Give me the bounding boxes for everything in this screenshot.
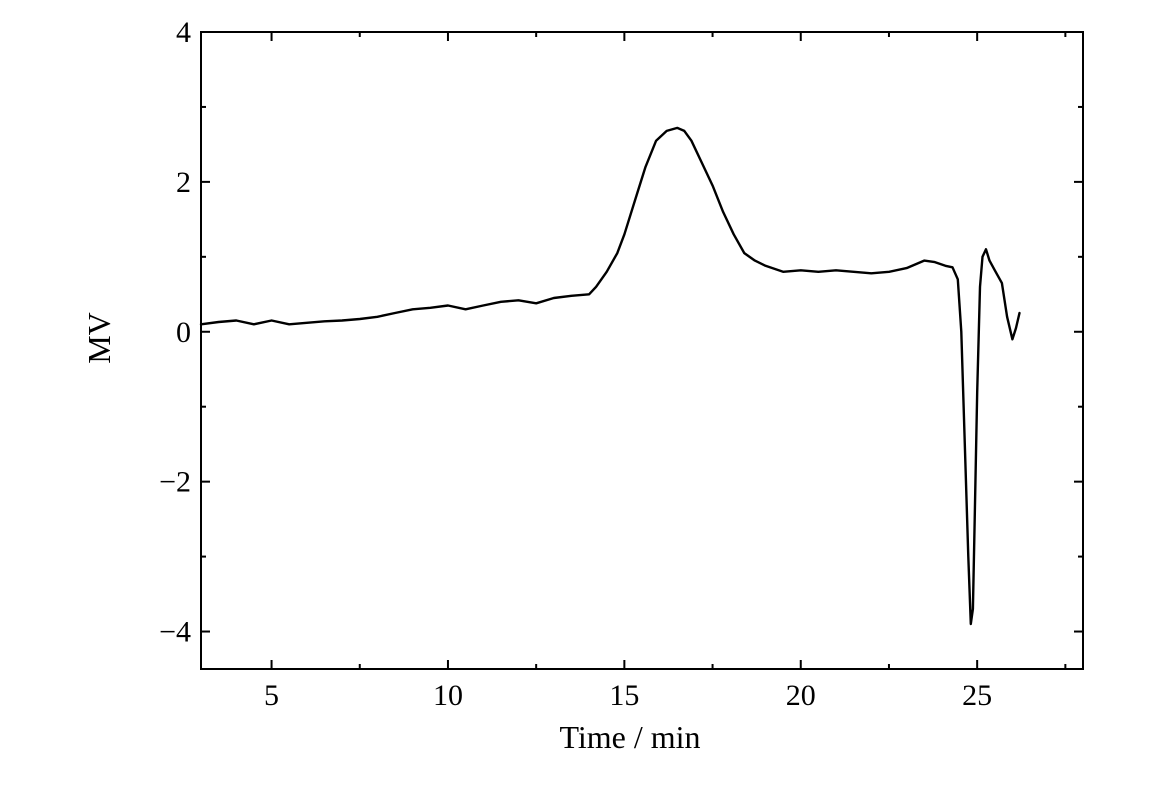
y-axis: 4 2 0 −2 −4 (159, 16, 1083, 649)
x-tick-label: 20 (786, 679, 816, 712)
x-tick-label: 15 (609, 679, 639, 712)
x-tick-label: 10 (433, 679, 463, 712)
plot-frame (200, 31, 1084, 670)
x-tick-label: 5 (264, 679, 279, 712)
y-tick-label: 2 (176, 166, 191, 199)
y-axis-label: MV (81, 312, 117, 364)
y-tick-label: −2 (159, 466, 191, 499)
x-tick-label: 25 (962, 679, 992, 712)
y-tick-label: 4 (176, 16, 191, 49)
signal-trace (199, 126, 1021, 626)
y-tick-label: 0 (176, 316, 191, 349)
x-axis: 5 10 15 20 25 (264, 32, 1067, 712)
y-tick-label: −4 (159, 616, 191, 649)
x-axis-label: Time / min (559, 719, 700, 755)
